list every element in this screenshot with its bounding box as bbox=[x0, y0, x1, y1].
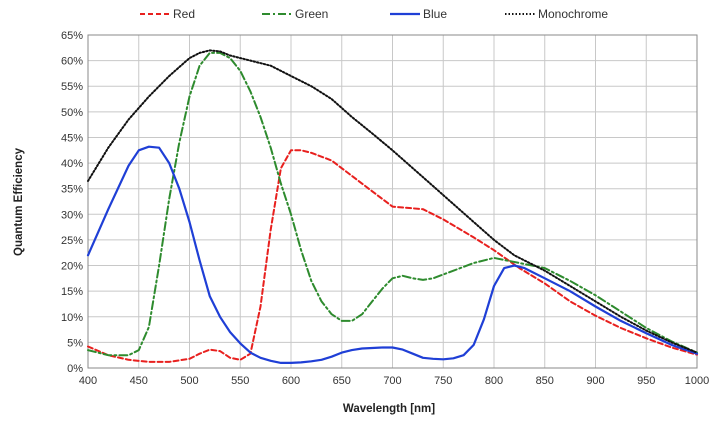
grid bbox=[87, 34, 698, 369]
y-tick-label: 15% bbox=[61, 286, 83, 298]
x-axis-ticks: 400 450 500 550 600 650 700 750 800 850 900 950 1000 bbox=[79, 375, 709, 387]
y-tick-label: 60% bbox=[61, 56, 83, 68]
x-axis-title: Wavelength [nm] bbox=[343, 403, 435, 415]
legend-label-green: Green bbox=[295, 7, 328, 21]
x-tick-label: 950 bbox=[637, 375, 655, 387]
x-tick-label: 700 bbox=[383, 375, 401, 387]
plot-area bbox=[87, 34, 698, 369]
y-tick-label: 65% bbox=[61, 30, 83, 42]
y-tick-label: 55% bbox=[61, 81, 83, 93]
legend-label-red: Red bbox=[173, 7, 195, 21]
y-tick-label: 10% bbox=[61, 312, 83, 324]
y-tick-label: 40% bbox=[61, 158, 83, 170]
series-line-blue bbox=[86, 145, 699, 364]
x-tick-label: 500 bbox=[180, 375, 198, 387]
y-tick-label: 45% bbox=[61, 132, 83, 144]
y-tick-label: 25% bbox=[61, 235, 83, 247]
legend: Red Green Blue Monochrome bbox=[140, 7, 608, 21]
series-line-green bbox=[87, 51, 698, 357]
y-axis-title: Quantum Efficiency bbox=[13, 147, 25, 256]
y-tick-label: 30% bbox=[61, 209, 83, 221]
y-tick-label: 35% bbox=[61, 184, 83, 196]
legend-label-monochrome: Monochrome bbox=[538, 7, 608, 21]
series-line-red bbox=[87, 149, 698, 363]
y-axis-ticks: 0% 5% 10% 15% 20% 25% 30% 35% 40% 45% 50% 55% 60% 65% bbox=[61, 30, 83, 375]
x-tick-label: 650 bbox=[333, 375, 351, 387]
y-tick-label: 5% bbox=[67, 337, 83, 349]
series-lines bbox=[86, 49, 699, 364]
x-tick-label: 800 bbox=[485, 375, 503, 387]
x-tick-label: 400 bbox=[79, 375, 97, 387]
x-tick-label: 550 bbox=[231, 375, 249, 387]
x-tick-label: 900 bbox=[586, 375, 604, 387]
x-tick-label: 450 bbox=[130, 375, 148, 387]
y-tick-label: 0% bbox=[67, 363, 83, 375]
legend-label-blue: Blue bbox=[423, 7, 447, 21]
series-line-monochrome bbox=[87, 49, 698, 354]
y-tick-label: 20% bbox=[61, 261, 83, 273]
x-tick-label: 850 bbox=[536, 375, 554, 387]
x-tick-label: 750 bbox=[434, 375, 452, 387]
y-tick-label: 50% bbox=[61, 107, 83, 119]
x-tick-label: 1000 bbox=[685, 375, 709, 387]
x-tick-label: 600 bbox=[282, 375, 300, 387]
